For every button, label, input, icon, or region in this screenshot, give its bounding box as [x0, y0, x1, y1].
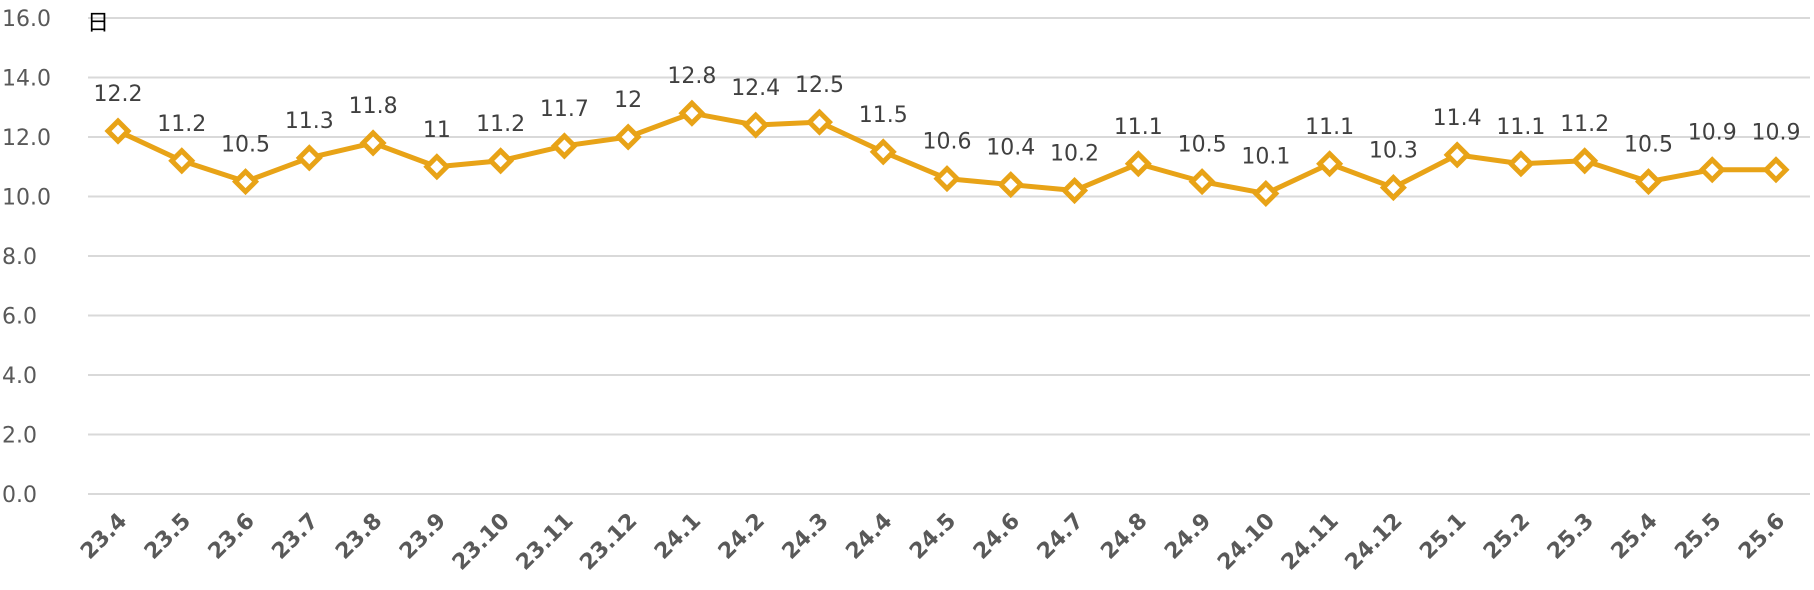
data-point-marker — [742, 111, 770, 139]
data-label: 10.2 — [1050, 142, 1099, 167]
y-tick-label: 10.0 — [2, 186, 51, 211]
data-label: 10.9 — [1688, 121, 1737, 146]
data-labels: 12.2 11.2 10.5 11.3 11.8 11 11.2 11.7 12 12.8 12.4… — [94, 64, 1801, 169]
x-tick-label: 25.4 — [1607, 509, 1663, 565]
data-label: 10.6 — [923, 130, 972, 155]
y-tick-label: 6.0 — [2, 305, 37, 330]
series-markers — [104, 99, 1790, 208]
data-label: 11.2 — [476, 112, 525, 137]
data-label: 10.4 — [986, 136, 1035, 161]
x-tick-label: 23.12 — [576, 509, 643, 576]
x-tick-label: 25.2 — [1479, 509, 1535, 565]
x-tick-label: 24.10 — [1213, 509, 1280, 576]
data-label: 11.3 — [285, 109, 334, 134]
y-axis-unit-label: 日 — [87, 11, 109, 36]
y-axis-ticks: 0.0 2.0 4.0 6.0 8.0 10.0 12.0 14.0 16.0 — [2, 7, 51, 508]
x-tick-label: 25.5 — [1670, 509, 1726, 565]
data-label: 12.2 — [94, 82, 143, 107]
data-label: 10.9 — [1752, 121, 1801, 146]
x-tick-label: 23.10 — [448, 509, 515, 576]
y-tick-label: 4.0 — [2, 364, 37, 389]
data-point-marker — [805, 108, 833, 136]
data-point-marker — [232, 168, 260, 196]
data-label: 11.1 — [1114, 115, 1163, 140]
x-tick-label: 24.1 — [650, 509, 706, 565]
data-point-marker — [487, 147, 515, 175]
data-point-marker — [423, 153, 451, 181]
data-label: 11.2 — [157, 112, 206, 137]
gridlines — [88, 17, 1810, 495]
data-point-marker — [678, 99, 706, 127]
data-point-marker — [614, 123, 642, 151]
x-tick-label: 23.8 — [331, 509, 387, 565]
data-label: 12.5 — [795, 73, 844, 98]
x-tick-label: 24.5 — [905, 509, 961, 565]
data-label: 10.5 — [1178, 133, 1227, 158]
x-tick-label: 25.3 — [1543, 509, 1599, 565]
data-label: 12.4 — [731, 76, 780, 101]
x-tick-label: 24.9 — [1160, 509, 1216, 565]
x-tick-label: 24.3 — [778, 509, 834, 565]
x-tick-label: 23.11 — [512, 509, 579, 576]
data-point-marker — [869, 138, 897, 166]
data-point-marker — [550, 132, 578, 160]
data-point-marker — [1252, 179, 1280, 208]
data-label: 10.3 — [1369, 139, 1418, 164]
data-label: 12 — [614, 88, 642, 113]
y-tick-label: 0.0 — [2, 483, 37, 508]
data-label: 10.1 — [1241, 145, 1290, 170]
data-point-marker — [1698, 156, 1726, 184]
y-tick-label: 14.0 — [2, 67, 51, 92]
x-tick-label: 24.4 — [841, 509, 897, 565]
data-label: 11.7 — [540, 97, 589, 122]
data-label: 12.8 — [667, 64, 716, 89]
y-tick-label: 2.0 — [2, 424, 37, 449]
data-point-marker — [1571, 147, 1599, 175]
data-point-marker — [1124, 150, 1152, 178]
x-tick-label: 23.7 — [267, 509, 323, 565]
x-tick-label: 24.12 — [1341, 509, 1408, 576]
x-tick-label: 25.1 — [1415, 509, 1471, 565]
y-tick-label: 12.0 — [2, 126, 51, 151]
data-point-marker — [1507, 150, 1535, 178]
data-point-marker — [104, 117, 132, 145]
data-label: 11.2 — [1560, 112, 1609, 137]
x-tick-label: 24.8 — [1096, 509, 1152, 565]
x-tick-label: 23.5 — [140, 509, 196, 565]
data-label: 11 — [423, 118, 451, 143]
data-label: 10.5 — [1624, 133, 1673, 158]
x-tick-label: 24.11 — [1277, 509, 1344, 576]
data-point-marker — [1061, 177, 1089, 205]
data-point-marker — [359, 129, 387, 157]
x-tick-label: 24.2 — [714, 509, 770, 565]
data-point-marker — [1379, 174, 1407, 202]
y-tick-label: 16.0 — [2, 7, 51, 32]
y-tick-label: 8.0 — [2, 245, 37, 270]
x-tick-label: 23.6 — [204, 509, 260, 565]
x-tick-label: 24.7 — [1033, 509, 1089, 565]
data-point-marker — [1634, 168, 1662, 196]
data-label: 11.4 — [1433, 106, 1482, 131]
data-point-marker — [295, 144, 323, 172]
data-point-marker — [1762, 156, 1790, 184]
data-point-marker — [1188, 168, 1216, 196]
x-tick-label: 23.9 — [395, 509, 451, 565]
x-tick-label: 25.6 — [1734, 509, 1790, 565]
data-label: 11.8 — [349, 94, 398, 119]
data-point-marker — [1316, 150, 1344, 178]
data-point-marker — [997, 171, 1025, 199]
data-point-marker — [933, 165, 961, 193]
data-label: 10.5 — [221, 133, 270, 158]
x-tick-label: 23.4 — [76, 509, 132, 565]
data-point-marker — [1443, 141, 1471, 169]
data-label: 11.1 — [1305, 115, 1354, 140]
data-point-marker — [168, 147, 196, 175]
data-label: 11.1 — [1496, 115, 1545, 140]
x-tick-label: 24.6 — [969, 509, 1025, 565]
data-label: 11.5 — [859, 103, 908, 128]
